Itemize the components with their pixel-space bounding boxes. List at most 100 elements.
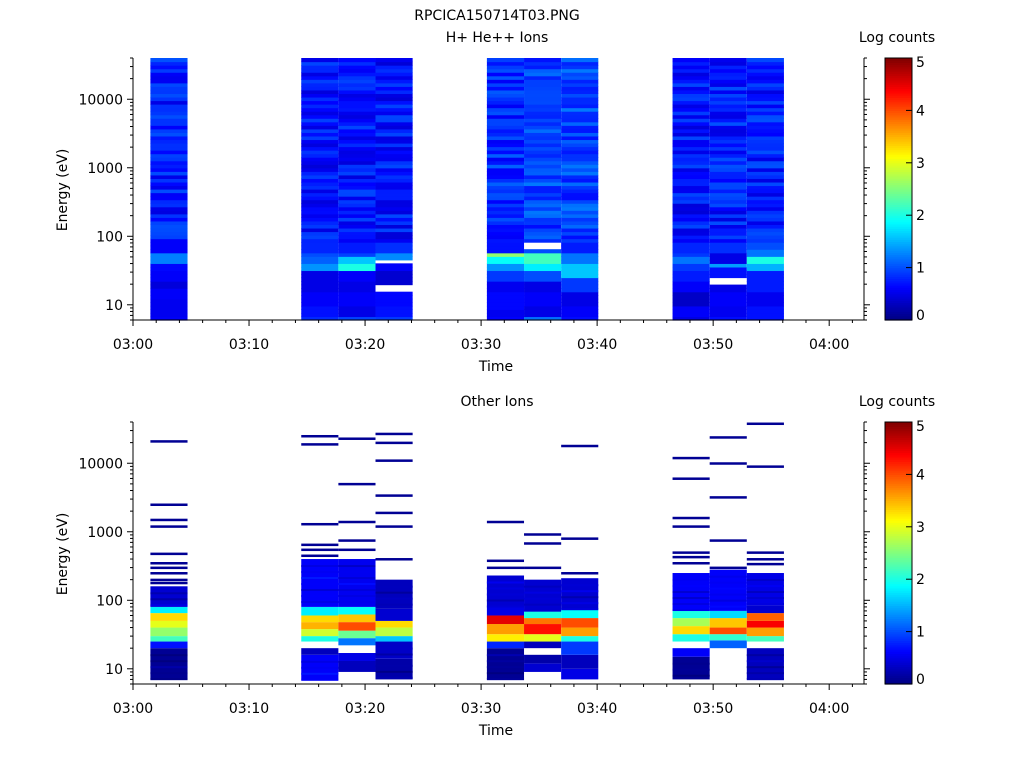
spectrogram-line — [746, 551, 784, 554]
colorbar-segment — [885, 88, 912, 92]
spectrogram-cell — [486, 153, 525, 158]
spectrogram-cell — [746, 150, 784, 155]
spectrogram-cell — [672, 142, 710, 148]
colorbar-segment — [885, 300, 912, 304]
spectrogram-cell — [672, 206, 710, 211]
colorbar-segment — [885, 555, 912, 558]
spectrogram-cell — [709, 142, 747, 148]
spectrogram-cell — [375, 206, 413, 211]
x-tick-label: 03:20 — [345, 701, 385, 717]
spectrogram-cell — [338, 606, 376, 615]
spectrogram-cell — [486, 284, 525, 289]
colorbar-segment — [885, 169, 912, 173]
spectrogram-cell — [486, 678, 525, 681]
spectrogram-line — [524, 566, 562, 570]
spectrogram-cell — [709, 220, 747, 225]
spectrogram-cell — [672, 579, 710, 582]
colorbar-segment — [885, 171, 912, 175]
colorbar-segment — [885, 443, 912, 447]
spectrogram-cell — [561, 256, 599, 261]
spectrogram-cell — [338, 295, 376, 300]
spectrogram-cell — [561, 104, 599, 109]
spectrogram-cell — [301, 178, 339, 183]
spectrogram-cell — [561, 96, 599, 102]
spectrogram-cell — [301, 82, 339, 87]
colorbar-segment — [885, 151, 912, 155]
spectrogram-cell — [672, 242, 710, 247]
spectrogram-cell — [746, 160, 784, 165]
spectrogram-cell — [746, 79, 784, 84]
x-tick-label: 03:30 — [461, 337, 501, 353]
spectrogram-cell — [524, 259, 562, 264]
spectrogram-cell — [338, 284, 376, 289]
panel-h-he-ions: H+ He++ Ions 03:00 03:10 03:20 03:30 03:40 03… — [55, 30, 935, 375]
colorbar-segment — [885, 470, 912, 473]
colorbar-segment — [885, 633, 912, 637]
spectrogram-cell — [672, 114, 710, 119]
spectrogram-cell — [524, 58, 562, 63]
spectrogram-cell — [301, 606, 339, 616]
spectrogram-cell — [338, 118, 376, 123]
spectrogram-cell — [375, 181, 413, 187]
spectrogram-cell — [338, 199, 376, 204]
spectrogram-cell — [524, 68, 562, 73]
spectrogram-cell — [672, 603, 710, 606]
spectrogram-line — [746, 558, 784, 561]
colorbar-segment — [885, 199, 912, 203]
spectrogram-cell — [486, 79, 525, 84]
spectrogram-cell — [524, 298, 562, 303]
spectrogram-cell — [561, 238, 599, 243]
spectrogram-cell — [746, 597, 784, 600]
spectrogram-cell — [375, 174, 413, 179]
spectrogram-cell — [150, 157, 188, 162]
spectrogram-cell — [150, 242, 188, 247]
spectrogram-line — [375, 558, 413, 561]
colorbar-segment — [885, 450, 912, 454]
spectrogram-cell — [486, 238, 525, 243]
colorbar-segment — [885, 186, 912, 190]
spectrogram-cell — [150, 284, 188, 289]
spectrogram-cell — [150, 210, 188, 215]
spectrogram-cell — [561, 295, 599, 300]
spectrogram-cell — [672, 610, 710, 619]
spectrogram-cell — [524, 302, 562, 307]
colorbar-segment — [885, 250, 912, 253]
spectrogram-cell — [338, 589, 376, 592]
spectrogram-cell — [561, 281, 599, 286]
spectrogram-cell — [524, 104, 562, 109]
spectrogram-cell — [150, 220, 188, 225]
y-tick-label: 1000 — [87, 161, 123, 177]
spectrogram-cell — [338, 277, 376, 282]
colorbar-segment — [885, 269, 912, 273]
spectrogram-cell — [672, 281, 710, 286]
spectrogram-cell — [561, 153, 599, 158]
spectrogram-cell — [150, 249, 188, 254]
colorbar-segment — [885, 136, 912, 140]
spectrogram-cell — [524, 181, 562, 187]
spectrogram-cell — [301, 245, 339, 250]
colorbar-tick-label: 5 — [916, 419, 925, 435]
colorbar-tick-label: 1 — [916, 625, 925, 641]
colorbar-segment — [885, 485, 912, 489]
spectrogram-cell — [486, 199, 525, 204]
spectrogram-cell — [746, 245, 784, 250]
colorbar-segment — [885, 539, 912, 543]
spectrogram-cell — [301, 648, 339, 655]
colorbar-segment — [885, 247, 912, 251]
spectrogram-line — [338, 520, 376, 524]
spectrogram-cell — [561, 596, 599, 599]
spectrogram-cell — [150, 245, 188, 250]
colorbar-segment — [885, 459, 912, 462]
spectrogram-cell — [709, 58, 747, 63]
y-tick-label: 10000 — [78, 456, 123, 472]
spectrogram-cell — [746, 231, 784, 236]
colorbar-segment — [885, 649, 912, 652]
spectrogram-cell — [746, 259, 784, 264]
spectrogram-cell — [709, 213, 747, 218]
spectrogram-cell — [524, 167, 562, 172]
spectrogram-cell — [672, 227, 710, 233]
colorbar-segment — [885, 568, 912, 572]
spectrogram-cell — [524, 305, 562, 310]
spectrogram-cell — [338, 288, 376, 293]
spectrogram-cell — [561, 284, 599, 289]
